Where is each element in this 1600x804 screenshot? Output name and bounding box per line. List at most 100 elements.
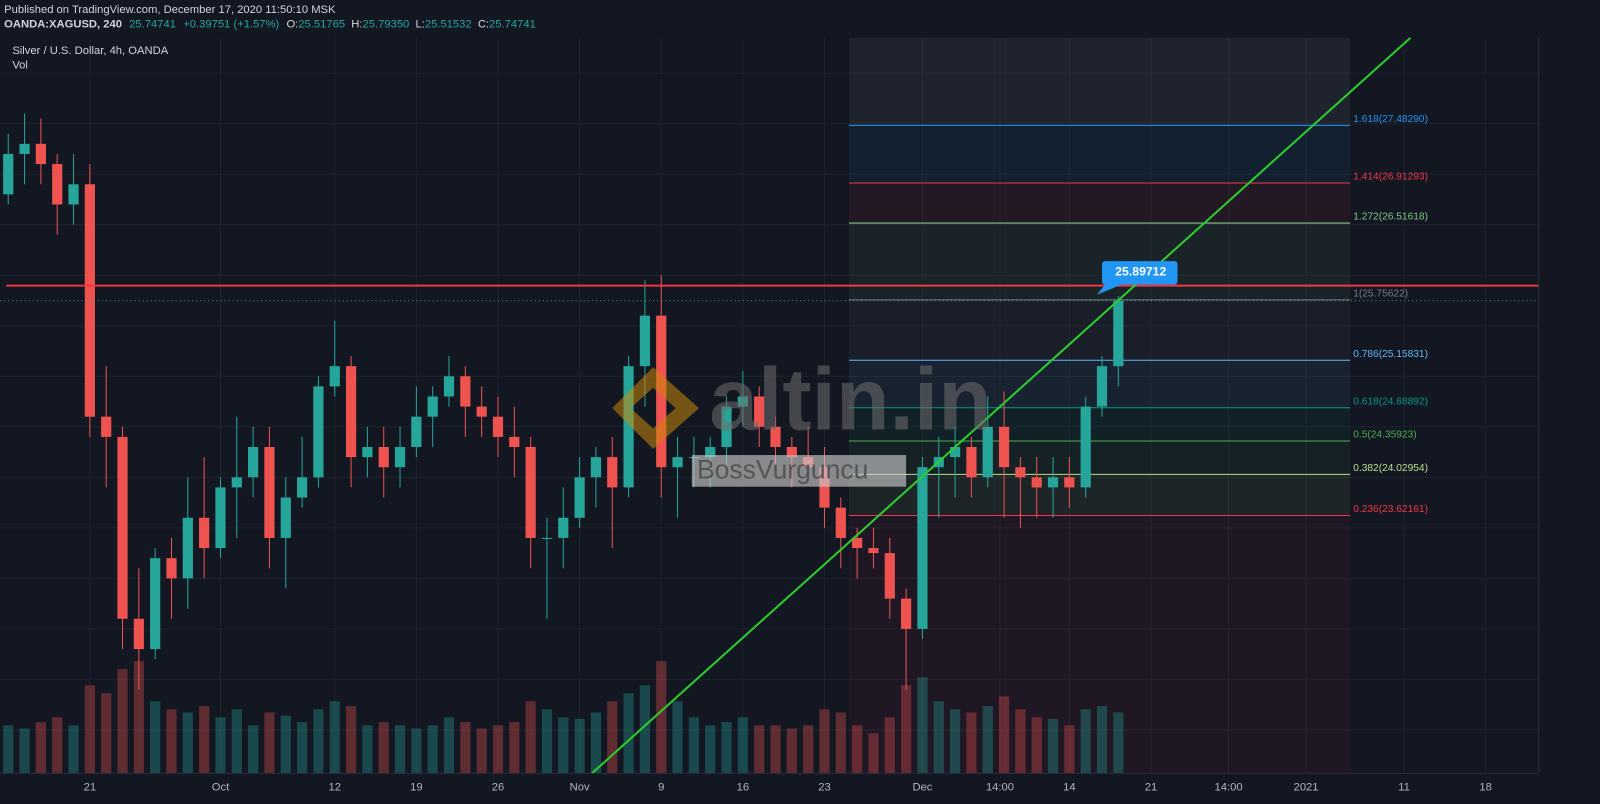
volume-bar [1031,717,1042,774]
volume-bar [1047,718,1059,774]
candle-body [705,447,716,458]
candle-body [476,406,487,417]
x-tick-label: Dec [912,782,932,794]
volume-bar [84,685,95,774]
candle-body [1080,406,1091,488]
candle-body [166,558,177,579]
candle-body [1113,300,1124,367]
ohlc-value: 25.51765 [298,18,345,30]
volume-bar [754,725,765,774]
volume-bar [509,722,520,774]
x-tick-label: 14:00 [986,782,1014,794]
volume-bar [345,706,357,774]
x-tick-label: 16 [737,782,749,794]
ohlc-label: L: [415,18,424,30]
candle-body [19,143,30,154]
volume-bar [1064,725,1075,774]
volume-bar [1096,706,1108,774]
x-tick-label: 21 [84,782,96,794]
volume-bar [264,712,275,774]
candle-body [133,618,144,650]
volume-bar [590,712,602,774]
x-tick-label: 14 [1063,782,1075,794]
volume-bar [737,717,748,774]
volume-bar [313,709,324,774]
candle-body [68,184,79,205]
candle-body [492,416,504,437]
ohlc-label: C: [478,18,489,30]
volume-bar [101,693,112,774]
candle-body [639,315,651,367]
candle-body [884,553,895,599]
volume-bar [199,706,210,774]
volume-bar [68,725,79,774]
volume-bar [639,685,651,774]
legend: Silver / U.S. Dollar, 4h, OANDA [12,45,168,57]
candle-body [362,447,373,458]
volume-bar [786,728,797,774]
change: +0.39751 (+1.57%) [183,18,279,30]
candle-body [199,517,210,549]
last: 25.74741 [129,18,176,30]
x-tick-label: Nov [570,782,590,794]
candle-body [558,517,569,538]
candle-body [607,457,618,488]
candle-body [1031,477,1042,488]
volume-bar [541,709,553,774]
fib-label: 1(25.75622) [1353,288,1408,299]
candle-body [345,366,357,458]
volume-bar [982,706,993,774]
fib-zone [848,441,1351,475]
candle-body [868,548,879,554]
candle-body [590,457,602,478]
symbol: OANDA:XAGUSD, 240 [4,18,122,30]
volume-bar [852,725,863,774]
fib-label: 1.618(27.48290) [1353,114,1428,125]
price-callout [1096,261,1178,295]
volume-bar [607,701,618,774]
candle-body [917,467,928,629]
x-tick-label: 2021 [1294,782,1319,794]
candle-body [411,416,422,448]
x-tick-label: 26 [492,782,504,794]
fib-label: 0.236(23.62161) [1353,504,1428,515]
candle-body [313,386,324,478]
watermark-text: altin.in [709,350,992,448]
volume-bar [835,712,846,774]
candle-body [101,416,112,437]
candle-body [443,376,455,397]
volume-bar [770,725,781,774]
volume-bar [476,728,487,774]
candle-body [1064,477,1075,488]
candle-body [182,517,193,579]
volume-bar [378,722,389,774]
x-tick-label: 12 [328,782,340,794]
volume-bar [231,709,242,774]
volume-bar [819,709,830,774]
price-axis [1538,37,1600,804]
author-box [691,455,907,487]
volume-bar [688,717,699,774]
volume-bar [35,722,46,774]
fib-label: 0.5(24.35923) [1353,430,1416,441]
fib-zone [848,299,1351,361]
volume-bar [329,701,340,774]
volume-bar [1113,712,1124,774]
trendline [591,36,1412,775]
candle-body [672,457,683,468]
volume-bar [803,725,814,774]
candle-body [329,366,340,387]
volume-bar [525,701,536,774]
fib-zone [848,223,1351,300]
fib-zone [848,37,1351,126]
candle-body [296,477,308,498]
candle-body [52,164,63,205]
price-callout-label: 25.89712 [1115,265,1166,279]
candle-body [721,406,732,448]
volume-bar [623,693,634,774]
volume-bar [248,725,259,774]
volume-bar [215,717,226,774]
published: Published on TradingView.com, December 1… [4,4,336,16]
x-tick-label: Oct [212,782,230,794]
